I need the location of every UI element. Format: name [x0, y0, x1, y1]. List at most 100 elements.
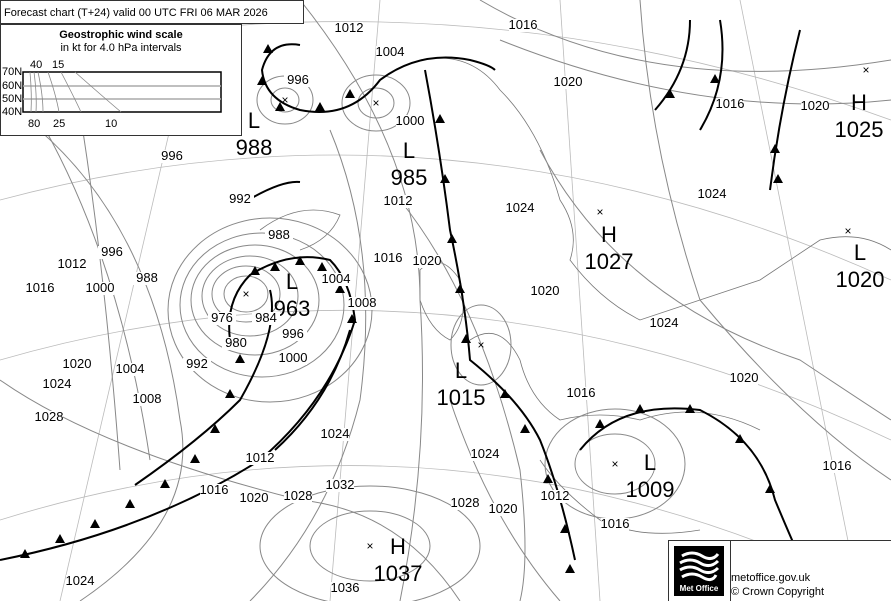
isobar-label: 1004 [376, 44, 405, 59]
front-triangle [20, 549, 30, 558]
speed-label: 25 [53, 118, 66, 130]
front-triangle [435, 114, 445, 123]
isobar-label: 1020 [730, 370, 759, 385]
isobar-label: 1004 [322, 271, 351, 286]
site-link[interactable]: metoffice.gov.uk [731, 572, 811, 584]
front-triangle [257, 76, 267, 85]
front-triangle [335, 284, 345, 293]
wind-scale-title: Geostrophic wind scale [59, 29, 183, 41]
label-background [252, 312, 280, 325]
isobar-label: 988 [268, 227, 290, 242]
isobar [574, 433, 656, 495]
isobar-label: 1012 [335, 20, 364, 35]
isobar-label: 1024 [471, 446, 500, 461]
front-triangle [565, 564, 575, 573]
isobar [179, 232, 345, 378]
front-triangle [440, 174, 450, 183]
isobar [259, 485, 481, 601]
label-background [554, 76, 582, 89]
met-office-logo[interactable]: Met Office [669, 541, 731, 601]
label-background [26, 282, 54, 295]
isobar-label: 1008 [133, 391, 162, 406]
occluded-front-2 [424, 69, 576, 561]
front-north-east-2 [699, 19, 724, 131]
label-background [279, 352, 307, 365]
label-background [265, 229, 293, 242]
isobar-label: 1008 [348, 295, 377, 310]
front-triangle [735, 434, 745, 443]
label-background [541, 490, 569, 503]
centre-value: 1020 [836, 267, 885, 292]
centre-type: L [644, 450, 656, 475]
isobar [639, 0, 891, 481]
label-background [43, 378, 71, 391]
label-background [506, 202, 534, 215]
centre-cross-icon: × [366, 539, 373, 553]
label-background [331, 582, 359, 595]
geostrophic-wind-scale: Geostrophic wind scale in kt for 4.0 hPa… [0, 24, 242, 136]
centre-cross-icon: × [477, 338, 484, 352]
wind-scale-subtitle: in kt for 4.0 hPa intervals [60, 42, 182, 54]
lat-label: 40N [2, 106, 23, 118]
isobar-label: 1020 [240, 490, 269, 505]
centre-cross-icon: × [862, 63, 869, 77]
isobar-label: 992 [186, 356, 208, 371]
centre-type: L [248, 108, 260, 133]
front-triangle [263, 44, 273, 53]
lat-label: 60N [2, 80, 23, 92]
lat-label: 50N [2, 93, 23, 105]
isobar-label: 1016 [26, 280, 55, 295]
isobar-label: 992 [229, 191, 251, 206]
isobar-label: 1020 [531, 283, 560, 298]
isobar-label: 996 [282, 326, 304, 341]
label-background [348, 297, 376, 310]
isobar-label: 1032 [326, 477, 355, 492]
label-background [63, 358, 91, 371]
isobar-label: 1012 [58, 256, 87, 271]
speed-label: 10 [105, 118, 118, 130]
label-background [601, 518, 629, 531]
isobar-label: 1028 [284, 488, 313, 503]
label-background [471, 448, 499, 461]
label-background [531, 285, 559, 298]
centre-cross-icon: × [611, 457, 618, 471]
isobar [0, 99, 184, 601]
isobar-label: 1020 [801, 98, 830, 113]
label-background [801, 100, 829, 113]
front-triangle [225, 389, 235, 398]
isobar [309, 510, 431, 582]
isobar-label: 1024 [650, 315, 679, 330]
centre-cross-icon: × [242, 287, 249, 301]
isobar-label: 1028 [451, 495, 480, 510]
front-triangle [500, 389, 510, 398]
isobar [201, 255, 299, 337]
isobar-label: 980 [225, 335, 247, 350]
centre-value: 1009 [626, 477, 675, 502]
centre-cross-icon: × [281, 93, 288, 107]
isobar-label: 1012 [541, 488, 570, 503]
isobar-label: 1024 [506, 200, 535, 215]
label-background [208, 312, 236, 325]
label-background [376, 46, 404, 59]
centre-value: 1015 [437, 385, 486, 410]
isobar-label: 976 [211, 310, 233, 325]
label-background [698, 188, 726, 201]
front-triangle [160, 479, 170, 488]
isobar-label: 1024 [43, 376, 72, 391]
label-background [396, 115, 424, 128]
isobar-label: 1036 [331, 580, 360, 595]
front-triangle [250, 266, 260, 275]
cold-front-north [260, 43, 496, 113]
front-triangle [210, 424, 220, 433]
front-triangle [710, 74, 720, 83]
isobar-label: 996 [101, 244, 123, 259]
isobar-label: 1020 [63, 356, 92, 371]
front-triangle [447, 234, 457, 243]
front-north-east [654, 19, 691, 111]
front-triangle [347, 314, 357, 323]
